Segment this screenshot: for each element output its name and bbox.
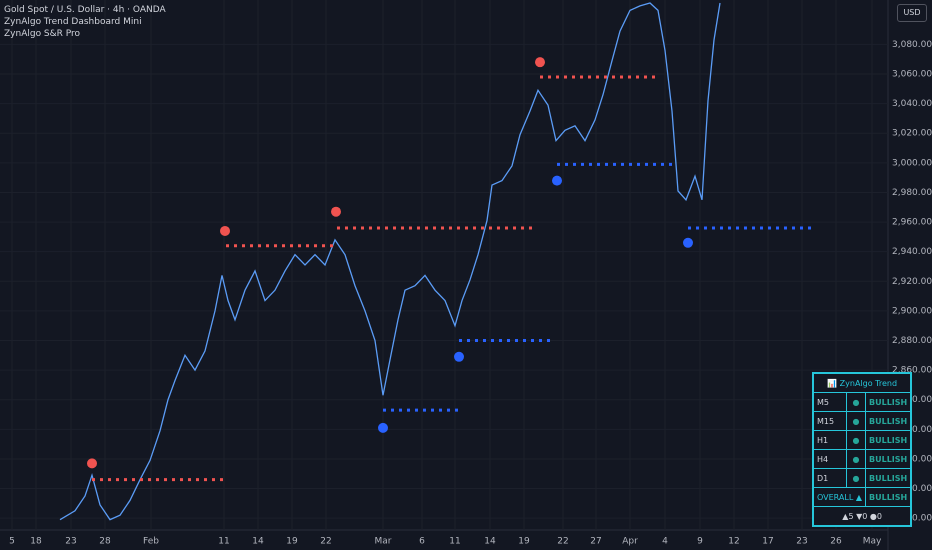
dashboard-cell: D1 (812, 468, 847, 488)
support-dot (378, 422, 388, 433)
support-dot (454, 351, 464, 362)
y-tick-label: 3,080.000 (892, 40, 932, 50)
dashboard-row: M15 ● BULLISH (812, 411, 912, 431)
x-tick-label: 9 (697, 537, 703, 547)
dashboard-cell: BULLISH (865, 392, 912, 412)
price-line (59, 2, 721, 521)
x-tick-label: May (863, 537, 882, 547)
dashboard-cell: BULLISH (865, 487, 912, 507)
x-tick-label: 11 (218, 537, 229, 547)
y-tick-label: 2,880.000 (892, 336, 932, 346)
y-tick-label: 2,960.000 (892, 218, 932, 228)
dashboard-cell: H1 (812, 430, 847, 450)
symbol: Gold Spot / U.S. Dollar · 4h · OANDA (4, 5, 166, 15)
dashboard-cell: M5 (812, 392, 847, 412)
x-tick-label: Mar (375, 537, 392, 547)
currency-button[interactable]: USD (897, 4, 927, 22)
x-tick-label: 6 (419, 537, 425, 547)
x-tick-label: 22 (557, 537, 568, 547)
x-tick-label: 12 (728, 537, 739, 547)
dashboard-cell: BULLISH (865, 468, 912, 488)
y-tick-label: 2,980.000 (892, 188, 932, 198)
y-tick-label: 3,020.000 (892, 129, 932, 139)
dashboard-cell: BULLISH (865, 449, 912, 469)
resistance-dot (535, 57, 545, 68)
y-tick-label: 3,040.000 (892, 99, 932, 109)
y-tick-label: 2,900.000 (892, 306, 932, 316)
x-tick-label: Apr (622, 537, 638, 547)
x-tick-label: 19 (518, 537, 530, 547)
dashboard-row: D1 ● BULLISH (812, 468, 912, 488)
x-tick-label: Feb (143, 537, 159, 547)
resistance-dot (87, 458, 97, 469)
dashboard-cell: ● (845, 468, 867, 488)
x-tick-label: 18 (30, 537, 42, 547)
x-tick-label: 19 (286, 537, 298, 547)
header: Gold Spot / U.S. Dollar · 4h · OANDA Zyn… (4, 4, 166, 40)
y-tick-label: 2,860.000 (892, 366, 932, 376)
support-dot (683, 237, 693, 248)
x-tick-label: 27 (590, 537, 601, 547)
y-tick-label: 2,920.000 (892, 277, 932, 287)
x-tick-label: 23 (796, 537, 807, 547)
dashboard-row: OVERALL ▲ BULLISH (812, 487, 912, 507)
dashboard-cell: M15 (812, 411, 847, 431)
dashboard-cell: BULLISH (865, 411, 912, 431)
dashboard-cell: ● (845, 411, 867, 431)
x-tick-label: 28 (99, 537, 111, 547)
x-tick-label: 14 (484, 537, 496, 547)
resistance-dot (220, 225, 230, 236)
dashboard-row: H1 ● BULLISH (812, 430, 912, 450)
x-tick-label: 11 (449, 537, 460, 547)
y-tick-label: 3,060.000 (892, 70, 932, 80)
indicator: ZynAlgo Trend Dashboard Mini (4, 17, 142, 27)
y-tick-label: 3,000.000 (892, 158, 932, 168)
y-tick-label: 2,940.000 (892, 247, 932, 257)
support-dot (552, 175, 562, 186)
dashboard-title: 📊 ZynAlgo Trend (812, 372, 912, 393)
x-tick-label: 23 (65, 537, 76, 547)
dashboard-cell: ● (845, 449, 867, 469)
dashboard-row: H4 ● BULLISH (812, 449, 912, 469)
dashboard-cell: ● (845, 430, 867, 450)
dashboard-cell: ● (845, 392, 867, 412)
x-tick-label: 14 (252, 537, 264, 547)
indicator: ZynAlgo S&R Pro (4, 29, 81, 39)
dashboard-cell: BULLISH (865, 430, 912, 450)
trend-dashboard: 📊 ZynAlgo Trend M5 ● BULLISH M15 ● BULLISH H1 ●… (812, 372, 913, 527)
x-tick-label: 5 (9, 537, 15, 547)
dashboard-summary: ▲5 ▼0 ●0 (812, 506, 912, 527)
x-tick-label: 26 (830, 537, 842, 547)
x-tick-label: 4 (662, 537, 668, 547)
dashboard-row: M5 ● BULLISH (812, 392, 912, 412)
dashboard-cell: OVERALL ▲ (812, 487, 866, 507)
x-tick-label: 17 (762, 537, 773, 547)
resistance-dot (331, 206, 341, 217)
dashboard-cell: H4 (812, 449, 847, 469)
x-tick-label: 22 (320, 537, 331, 547)
